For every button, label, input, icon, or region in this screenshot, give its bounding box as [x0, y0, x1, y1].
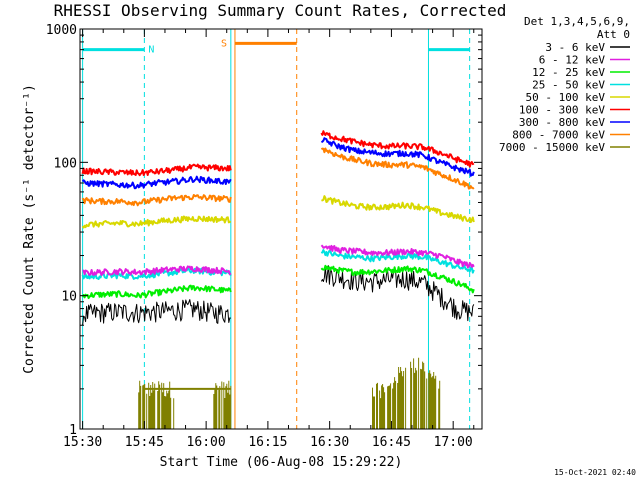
series-2-segment-0: [81, 284, 232, 300]
legend-label-5: 100 - 300 keV: [519, 104, 605, 117]
series-4: [81, 195, 475, 229]
series-4-segment-0: [81, 215, 231, 229]
y-tick-label-0: 1: [69, 423, 77, 438]
legend-label-1: 6 - 12 keV: [539, 54, 606, 67]
plot-frame: [79, 28, 483, 430]
series-0-segment-1: [320, 265, 475, 322]
series-8: [138, 357, 441, 429]
legend-header-0: Det 1,3,4,5,6,9,: [524, 15, 630, 28]
flag-bars: NS: [82, 38, 470, 56]
legend-label-7: 800 - 7000 keV: [512, 129, 605, 142]
series-0-segment-0: [82, 299, 231, 326]
flag-label-2: S: [221, 38, 227, 49]
legend-label-4: 50 - 100 keV: [526, 91, 606, 104]
x-tick-label-6: 17:00: [434, 435, 473, 450]
series-2: [81, 264, 475, 300]
series-6-segment-0: [81, 175, 232, 190]
series-1-segment-1: [320, 244, 475, 269]
legend-label-0: 3 - 6 keV: [545, 41, 605, 54]
y-tick-label-3: 1000: [46, 23, 77, 38]
x-tick-label-5: 16:45: [372, 435, 411, 450]
series-3: [81, 249, 475, 280]
legend-label-2: 12 - 25 keV: [532, 66, 605, 79]
series-6: [81, 137, 475, 190]
legend-label-6: 300 - 800 keV: [519, 116, 605, 129]
series-5-segment-0: [81, 163, 232, 177]
y-tick-label-1: 10: [61, 290, 77, 305]
vertical-markers: [82, 29, 471, 429]
x-axis-label: Start Time (06-Aug-08 15:29:22): [160, 455, 403, 470]
series-8-segment-0: [138, 380, 232, 429]
series-8-segment-1: [372, 357, 441, 429]
series-2-segment-1: [320, 264, 475, 294]
legend-header-1: Att 0: [597, 28, 630, 41]
timestamp-label: 15-Oct-2021 02:40: [554, 468, 636, 477]
axis-ticks: 15:30 15:45 16:00 16:15 16:30 16:45 17:00 1 10 10…: [46, 23, 482, 450]
series-1-segment-0: [82, 265, 232, 276]
series-7: [81, 147, 475, 207]
x-tick-label-4: 16:30: [310, 435, 349, 450]
flag-label-0: N: [148, 45, 154, 56]
series-4-segment-1: [321, 195, 475, 224]
x-tick-label-0: 15:30: [63, 435, 102, 450]
y-axis-label: Corrected Count Rate (s⁻¹ detector⁻¹): [22, 84, 37, 374]
x-tick-label-2: 16:00: [187, 435, 226, 450]
series-3-segment-0: [81, 266, 232, 280]
legend-label-3: 25 - 50 keV: [532, 79, 605, 92]
y-tick-label-2: 100: [54, 156, 77, 171]
series-5-segment-1: [320, 130, 475, 168]
plot-area: NS 15:30 15:45 16:00 16:15 16:30 16:45 17:0011…: [46, 23, 483, 450]
series-7-segment-0: [81, 194, 232, 207]
legend-label-8: 7000 - 15000 keV: [499, 141, 605, 154]
chart-title: RHESSI Observing Summary Count Rates, Co…: [54, 1, 507, 20]
series-7-segment-1: [320, 147, 475, 190]
series-1: [82, 244, 475, 276]
x-tick-label-3: 16:15: [248, 435, 287, 450]
series-0: [82, 265, 475, 326]
x-tick-label-1: 15:45: [125, 435, 164, 450]
series-3-segment-1: [320, 249, 475, 274]
series-5: [81, 130, 475, 177]
series-layer: [81, 130, 475, 429]
series-6-segment-1: [321, 137, 475, 177]
